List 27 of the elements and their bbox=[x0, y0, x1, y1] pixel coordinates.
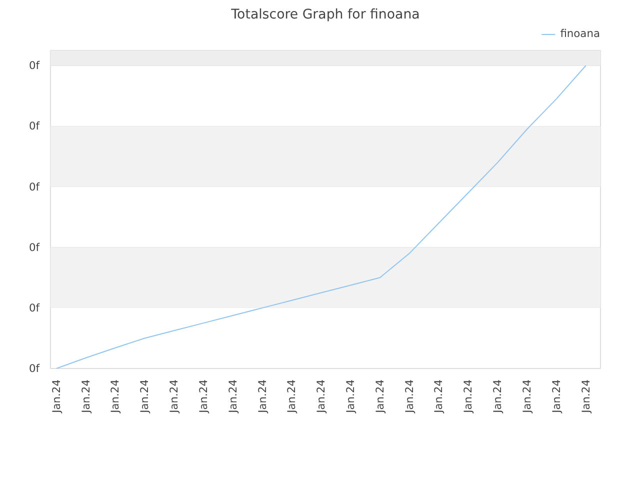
text: 0f bbox=[28, 240, 40, 254]
text: 0f bbox=[28, 59, 40, 72]
x-tick-label: Jan.24 bbox=[373, 379, 386, 414]
x-tick-label: Jan.24 bbox=[550, 379, 563, 414]
x-tick-label: Jan.24 bbox=[579, 379, 592, 414]
text: 0f bbox=[28, 180, 40, 194]
x-tick-label: Jan.24 bbox=[108, 379, 122, 414]
x-tick-label: Jan.24 bbox=[432, 379, 446, 414]
x-tick-label: Jan.24 bbox=[256, 379, 269, 414]
x-tick-label: Jan.24 bbox=[138, 379, 152, 414]
text: 0f bbox=[28, 120, 40, 133]
x-tick-label: Jan.24 bbox=[402, 379, 416, 414]
x-tick-label: Jan.24 bbox=[520, 379, 534, 414]
x-tick-label: Jan.24 bbox=[314, 379, 328, 414]
x-tick-label: Jan.24 bbox=[344, 379, 357, 414]
x-tick-label: Jan.24 bbox=[226, 379, 240, 414]
x-tick-label: Jan.24 bbox=[462, 379, 475, 414]
x-tick-label: Jan.24 bbox=[79, 379, 92, 414]
x-tick-label: Jan.24 bbox=[168, 379, 181, 414]
x-tick-label: Jan.24 bbox=[196, 379, 210, 414]
legend-label: finoana bbox=[560, 27, 600, 40]
x-tick-label: Jan.24 bbox=[285, 379, 298, 414]
text: 0f bbox=[28, 362, 40, 375]
chart-title: Totalscore Graph for finoana bbox=[230, 8, 420, 22]
text: 0f bbox=[28, 301, 40, 314]
x-tick-label: Jan.24 bbox=[491, 379, 504, 414]
x-tick-label: Jan.24 bbox=[50, 379, 63, 414]
